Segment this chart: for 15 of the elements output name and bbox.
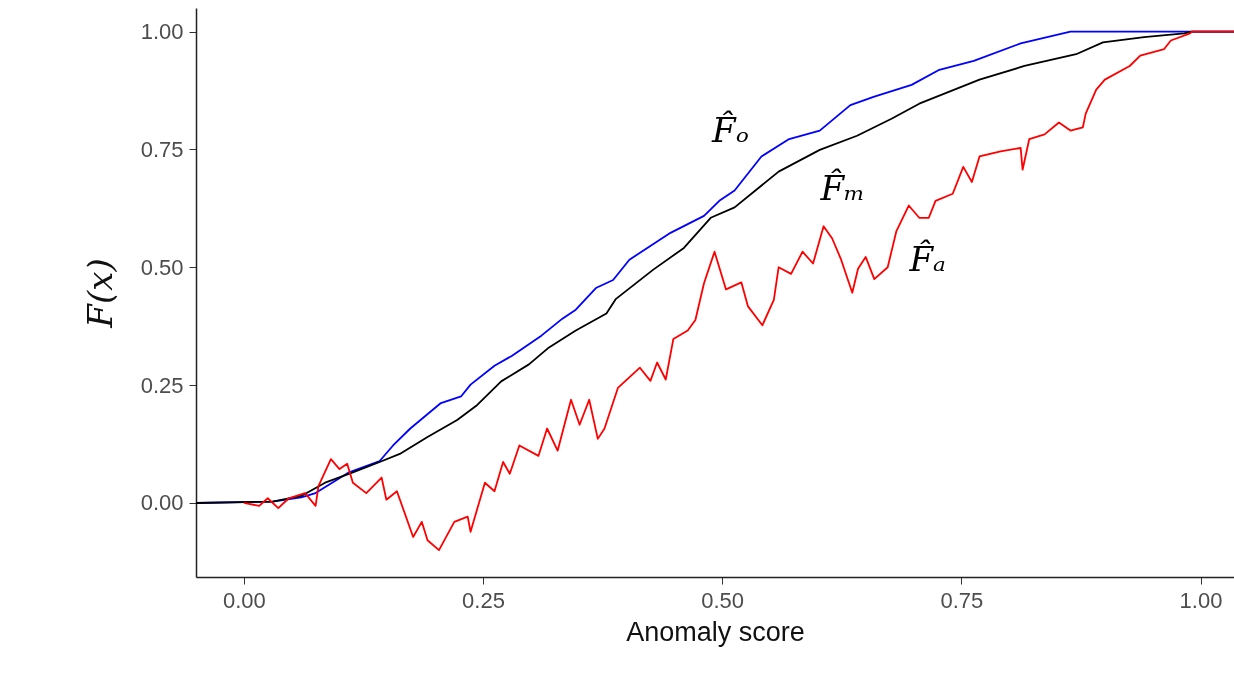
y-tick-label: 1.00: [140, 19, 184, 45]
y-tick-label: 0.25: [140, 372, 184, 398]
series-label: F̂ₐ: [908, 239, 946, 280]
series-label: F̂ₘ: [819, 167, 865, 208]
y-tick-label: 0.50: [140, 254, 184, 280]
y-axis-title: F(x): [79, 258, 120, 329]
x-axis-title: Anomaly score: [626, 616, 805, 647]
x-tick-label: 0.50: [701, 587, 745, 613]
y-tick-label: 0.00: [140, 490, 184, 516]
x-tick-label: 1.00: [1179, 587, 1223, 613]
x-tick-label: 0.75: [940, 587, 984, 613]
series-label: F̂ₒ: [711, 110, 749, 151]
y-tick-label: 0.75: [140, 136, 184, 162]
x-tick-label: 0.25: [462, 587, 505, 613]
x-tick-label: 0.00: [222, 587, 266, 613]
